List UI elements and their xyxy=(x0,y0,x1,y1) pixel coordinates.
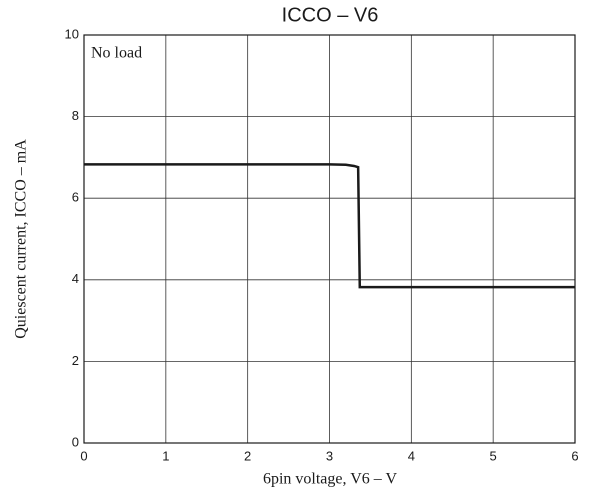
x-axis-label: 6pin voltage, V6 – V xyxy=(263,471,398,488)
y-tick-label: 2 xyxy=(72,353,79,368)
x-tick-label: 6 xyxy=(571,448,578,463)
y-axis-label: Quiescent current, ICCO – mA xyxy=(13,139,30,339)
y-tick-label: 6 xyxy=(72,190,79,205)
x-tick-label: 3 xyxy=(326,448,333,463)
data-line xyxy=(84,163,575,289)
y-tick-label: 8 xyxy=(72,108,79,123)
plot-frame xyxy=(83,34,576,444)
x-tick-label: 2 xyxy=(244,448,251,463)
y-tick-label: 0 xyxy=(72,434,79,449)
x-tick-label: 1 xyxy=(162,448,169,463)
y-tick-label: 10 xyxy=(65,26,79,41)
x-tick-label: 4 xyxy=(408,448,415,463)
x-tick-label: 0 xyxy=(80,448,87,463)
annotation: No load xyxy=(91,45,142,62)
y-tick-label: 4 xyxy=(72,271,79,286)
chart-title: ICCO – V6 xyxy=(282,4,379,26)
x-tick-label: 5 xyxy=(490,448,497,463)
